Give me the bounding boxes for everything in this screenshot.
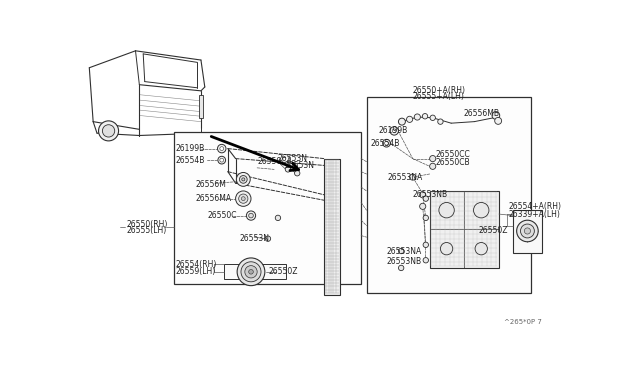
Text: 26550Z: 26550Z [269, 267, 298, 276]
Circle shape [422, 113, 428, 119]
Circle shape [236, 173, 250, 186]
Text: 26339+A(LH): 26339+A(LH) [509, 209, 561, 218]
Text: 26199B: 26199B [378, 126, 407, 135]
Circle shape [236, 191, 251, 206]
Text: 26553N: 26553N [278, 154, 308, 163]
Bar [367, 97, 531, 294]
Circle shape [410, 174, 416, 180]
Circle shape [385, 141, 388, 145]
Circle shape [399, 265, 404, 271]
Circle shape [239, 194, 248, 203]
Circle shape [392, 129, 396, 133]
Text: 26553NA: 26553NA [387, 247, 422, 256]
Circle shape [430, 115, 435, 121]
Circle shape [423, 257, 429, 263]
Text: 26553NB: 26553NB [387, 257, 422, 266]
Text: 26556MA: 26556MA [196, 194, 232, 203]
Bar [513, 210, 542, 253]
Circle shape [420, 192, 426, 198]
Text: 26553NA: 26553NA [387, 173, 422, 182]
Circle shape [241, 197, 245, 201]
Circle shape [406, 116, 413, 122]
Bar [174, 132, 361, 284]
Text: 26550CC: 26550CC [436, 150, 470, 159]
Circle shape [265, 236, 271, 241]
Circle shape [220, 147, 223, 151]
Circle shape [475, 243, 488, 255]
Text: 26550Z: 26550Z [479, 227, 508, 235]
Circle shape [294, 170, 300, 176]
Circle shape [520, 224, 534, 238]
Circle shape [241, 262, 261, 282]
Circle shape [220, 158, 223, 162]
Circle shape [423, 215, 429, 221]
Text: 26556M: 26556M [196, 180, 227, 189]
Bar [198, 95, 204, 118]
Bar [224, 264, 285, 279]
Circle shape [429, 163, 436, 169]
Circle shape [516, 220, 538, 242]
Circle shape [495, 118, 502, 124]
Circle shape [102, 125, 115, 137]
Circle shape [414, 114, 420, 120]
Circle shape [399, 118, 405, 125]
Text: 26553N: 26553N [285, 161, 315, 170]
Text: 26553NB: 26553NB [413, 190, 448, 199]
Bar [429, 191, 499, 268]
Text: ^265*0P 7: ^265*0P 7 [504, 319, 541, 325]
Circle shape [390, 126, 399, 135]
Circle shape [239, 176, 247, 183]
Circle shape [524, 228, 531, 234]
Circle shape [420, 203, 426, 209]
Text: 26556MB: 26556MB [463, 109, 499, 118]
Text: 26550CB: 26550CB [436, 158, 470, 167]
Bar [324, 158, 340, 295]
Text: 26553N: 26553N [239, 234, 269, 243]
Circle shape [237, 258, 265, 286]
Circle shape [439, 202, 454, 218]
Circle shape [399, 248, 404, 254]
Text: 26199B: 26199B [175, 144, 205, 153]
Circle shape [249, 269, 253, 274]
Circle shape [423, 196, 429, 201]
Circle shape [423, 242, 429, 247]
Circle shape [285, 167, 291, 172]
Circle shape [246, 211, 255, 220]
Circle shape [218, 156, 225, 164]
Text: 26554B: 26554B [175, 155, 205, 165]
Circle shape [242, 178, 245, 181]
Circle shape [249, 213, 253, 218]
Circle shape [218, 144, 226, 153]
Circle shape [99, 121, 118, 141]
Circle shape [245, 266, 257, 278]
Text: 26555+A(LH): 26555+A(LH) [413, 93, 465, 102]
Text: 26554B: 26554B [371, 139, 400, 148]
Circle shape [429, 155, 436, 162]
Circle shape [492, 112, 500, 119]
Text: 26554+A(RH): 26554+A(RH) [509, 202, 562, 211]
Circle shape [275, 215, 281, 221]
Circle shape [474, 202, 489, 218]
Text: 26559(LH): 26559(LH) [175, 267, 216, 276]
Text: 26550(RH): 26550(RH) [126, 219, 168, 228]
Circle shape [438, 119, 443, 124]
Circle shape [440, 243, 452, 255]
Text: 26550CA: 26550CA [257, 157, 292, 166]
Text: 26554(RH): 26554(RH) [175, 260, 217, 269]
Circle shape [383, 140, 390, 147]
Text: 26555(LH): 26555(LH) [126, 227, 166, 235]
Text: 26550+A(RH): 26550+A(RH) [413, 86, 466, 95]
Text: 26550C: 26550C [207, 211, 237, 220]
